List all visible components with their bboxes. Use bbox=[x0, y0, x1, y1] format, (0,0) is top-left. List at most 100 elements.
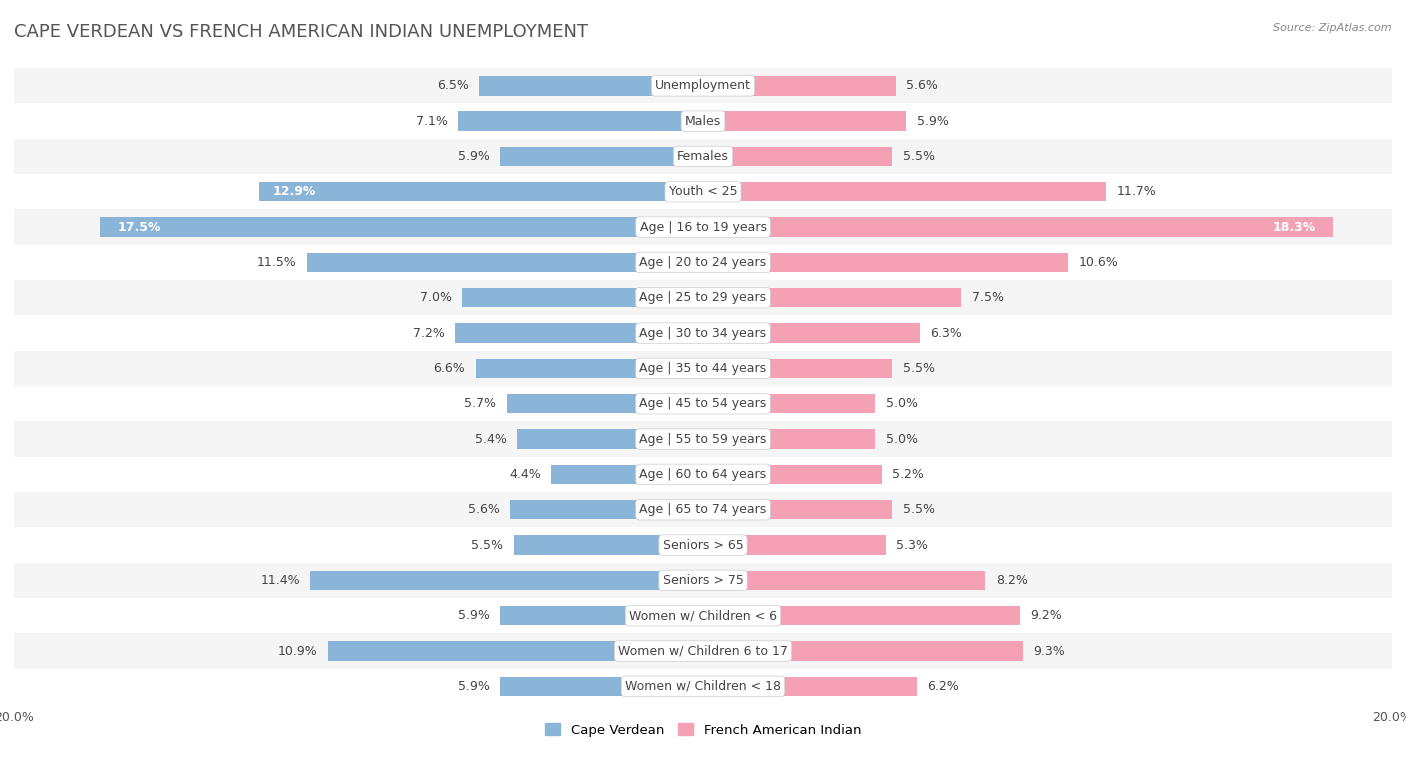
Bar bbox=[14, 456, 1392, 492]
Text: Unemployment: Unemployment bbox=[655, 79, 751, 92]
Text: 6.3%: 6.3% bbox=[931, 326, 962, 340]
Text: 4.4%: 4.4% bbox=[509, 468, 541, 481]
Bar bbox=[703, 323, 920, 343]
Text: Women w/ Children < 6: Women w/ Children < 6 bbox=[628, 609, 778, 622]
Legend: Cape Verdean, French American Indian: Cape Verdean, French American Indian bbox=[540, 718, 866, 742]
Bar bbox=[510, 500, 703, 519]
Bar bbox=[461, 288, 703, 307]
Bar bbox=[517, 429, 703, 449]
Text: 7.2%: 7.2% bbox=[413, 326, 444, 340]
Text: 11.5%: 11.5% bbox=[257, 256, 297, 269]
Text: 5.9%: 5.9% bbox=[457, 680, 489, 693]
Text: Youth < 25: Youth < 25 bbox=[669, 185, 737, 198]
Bar bbox=[703, 641, 1024, 661]
Bar bbox=[513, 535, 703, 555]
Bar bbox=[703, 394, 875, 413]
Bar bbox=[14, 422, 1392, 456]
Text: 17.5%: 17.5% bbox=[117, 220, 160, 234]
Bar bbox=[14, 386, 1392, 422]
Text: 5.6%: 5.6% bbox=[468, 503, 499, 516]
Text: 6.6%: 6.6% bbox=[433, 362, 465, 375]
Bar bbox=[703, 182, 1107, 201]
Bar bbox=[703, 147, 893, 166]
Text: 5.9%: 5.9% bbox=[457, 150, 489, 163]
Bar bbox=[703, 76, 896, 95]
Text: Age | 25 to 29 years: Age | 25 to 29 years bbox=[640, 291, 766, 304]
Bar bbox=[14, 562, 1392, 598]
Text: 5.0%: 5.0% bbox=[886, 432, 918, 446]
Text: Age | 35 to 44 years: Age | 35 to 44 years bbox=[640, 362, 766, 375]
Bar bbox=[703, 111, 907, 131]
Text: 5.5%: 5.5% bbox=[903, 150, 935, 163]
Text: Age | 55 to 59 years: Age | 55 to 59 years bbox=[640, 432, 766, 446]
Text: Seniors > 75: Seniors > 75 bbox=[662, 574, 744, 587]
Bar bbox=[703, 571, 986, 590]
Text: Source: ZipAtlas.com: Source: ZipAtlas.com bbox=[1274, 23, 1392, 33]
Bar bbox=[14, 316, 1392, 350]
Text: Females: Females bbox=[678, 150, 728, 163]
Bar bbox=[14, 139, 1392, 174]
Bar bbox=[499, 677, 703, 696]
Bar bbox=[100, 217, 703, 237]
Text: 6.5%: 6.5% bbox=[437, 79, 468, 92]
Text: CAPE VERDEAN VS FRENCH AMERICAN INDIAN UNEMPLOYMENT: CAPE VERDEAN VS FRENCH AMERICAN INDIAN U… bbox=[14, 23, 588, 41]
Bar bbox=[14, 104, 1392, 139]
Text: 7.1%: 7.1% bbox=[416, 114, 449, 128]
Bar bbox=[703, 288, 962, 307]
Text: 5.4%: 5.4% bbox=[475, 432, 506, 446]
Text: 10.6%: 10.6% bbox=[1078, 256, 1118, 269]
Text: 12.9%: 12.9% bbox=[273, 185, 316, 198]
Text: Age | 45 to 54 years: Age | 45 to 54 years bbox=[640, 397, 766, 410]
Bar bbox=[479, 76, 703, 95]
Bar bbox=[703, 535, 886, 555]
Bar bbox=[14, 634, 1392, 668]
Text: 11.4%: 11.4% bbox=[260, 574, 299, 587]
Text: Males: Males bbox=[685, 114, 721, 128]
Bar bbox=[703, 677, 917, 696]
Bar bbox=[14, 492, 1392, 528]
Text: 5.5%: 5.5% bbox=[471, 538, 503, 552]
Bar bbox=[703, 465, 882, 484]
Bar bbox=[14, 598, 1392, 634]
Bar bbox=[14, 528, 1392, 562]
Text: 11.7%: 11.7% bbox=[1116, 185, 1156, 198]
Text: Age | 30 to 34 years: Age | 30 to 34 years bbox=[640, 326, 766, 340]
Text: 18.3%: 18.3% bbox=[1272, 220, 1316, 234]
Text: 5.9%: 5.9% bbox=[917, 114, 949, 128]
Bar bbox=[703, 359, 893, 378]
Bar bbox=[703, 217, 1333, 237]
Bar bbox=[14, 280, 1392, 316]
Bar bbox=[458, 111, 703, 131]
Text: 5.0%: 5.0% bbox=[886, 397, 918, 410]
Bar bbox=[499, 606, 703, 625]
Bar bbox=[14, 174, 1392, 210]
Bar bbox=[14, 350, 1392, 386]
Text: 5.2%: 5.2% bbox=[893, 468, 924, 481]
Text: 10.9%: 10.9% bbox=[277, 644, 318, 658]
Text: 7.5%: 7.5% bbox=[972, 291, 1004, 304]
Text: Age | 60 to 64 years: Age | 60 to 64 years bbox=[640, 468, 766, 481]
Text: Seniors > 65: Seniors > 65 bbox=[662, 538, 744, 552]
Bar bbox=[307, 253, 703, 272]
Text: 9.3%: 9.3% bbox=[1033, 644, 1066, 658]
Bar bbox=[259, 182, 703, 201]
Text: 8.2%: 8.2% bbox=[995, 574, 1028, 587]
Bar bbox=[703, 429, 875, 449]
Text: 5.9%: 5.9% bbox=[457, 609, 489, 622]
Bar bbox=[551, 465, 703, 484]
Text: Women w/ Children 6 to 17: Women w/ Children 6 to 17 bbox=[619, 644, 787, 658]
Bar bbox=[475, 359, 703, 378]
Bar bbox=[14, 668, 1392, 704]
Bar bbox=[14, 245, 1392, 280]
Text: Age | 65 to 74 years: Age | 65 to 74 years bbox=[640, 503, 766, 516]
Text: 5.3%: 5.3% bbox=[896, 538, 928, 552]
Bar bbox=[328, 641, 703, 661]
Text: 5.7%: 5.7% bbox=[464, 397, 496, 410]
Text: 5.5%: 5.5% bbox=[903, 503, 935, 516]
Bar bbox=[14, 68, 1392, 104]
Bar bbox=[703, 253, 1069, 272]
Bar bbox=[506, 394, 703, 413]
Text: 7.0%: 7.0% bbox=[419, 291, 451, 304]
Text: 5.5%: 5.5% bbox=[903, 362, 935, 375]
Text: 5.6%: 5.6% bbox=[907, 79, 938, 92]
